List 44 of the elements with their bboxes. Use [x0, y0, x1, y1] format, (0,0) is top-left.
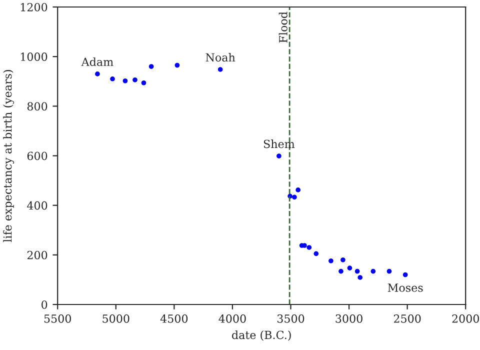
point [338, 268, 344, 274]
point [95, 72, 100, 76]
point [122, 78, 128, 84]
point [354, 268, 360, 274]
point [132, 77, 138, 82]
point [110, 76, 115, 82]
x-axis-title: date (B.C.) [232, 330, 291, 341]
x-tick-label: 3000 [336, 314, 362, 323]
point [174, 62, 180, 68]
point [370, 268, 376, 274]
point [402, 272, 408, 278]
point [141, 80, 146, 86]
y-tick-label: 200 [27, 250, 48, 260]
ref-line-label: Flood [278, 12, 288, 43]
point [292, 194, 297, 200]
point [296, 188, 300, 192]
point [328, 258, 334, 264]
point [218, 67, 223, 72]
annotation: Adam [81, 57, 114, 66]
y-tick-label: 800 [27, 102, 48, 111]
point [358, 275, 363, 280]
point [314, 251, 319, 256]
point [306, 245, 312, 250]
y-tick-label: 600 [27, 152, 48, 160]
point [386, 268, 392, 274]
x-tick-label: 4000 [218, 314, 246, 323]
x-tick-label: 3500 [277, 314, 304, 323]
x-tick-label: 5000 [102, 314, 130, 323]
point [148, 64, 154, 69]
annotation: Shem [264, 140, 295, 148]
y-tick-label: 1200 [20, 2, 48, 12]
x-tick-label: 4500 [160, 314, 188, 323]
point [340, 257, 346, 262]
x-tick-label: 5500 [44, 314, 71, 323]
point [276, 154, 282, 158]
y-tick-label: 400 [27, 201, 48, 210]
point [347, 266, 352, 270]
x-tick-label: 2000 [452, 314, 479, 323]
y-axis-title: life expectancy at birth (years) [3, 70, 14, 242]
annotation: Noah [206, 52, 236, 62]
y-tick-label: 0 [42, 300, 48, 309]
annotation: Moses [388, 284, 423, 292]
y-tick-label: 1000 [20, 52, 48, 61]
x-tick-label: 2500 [394, 314, 421, 323]
